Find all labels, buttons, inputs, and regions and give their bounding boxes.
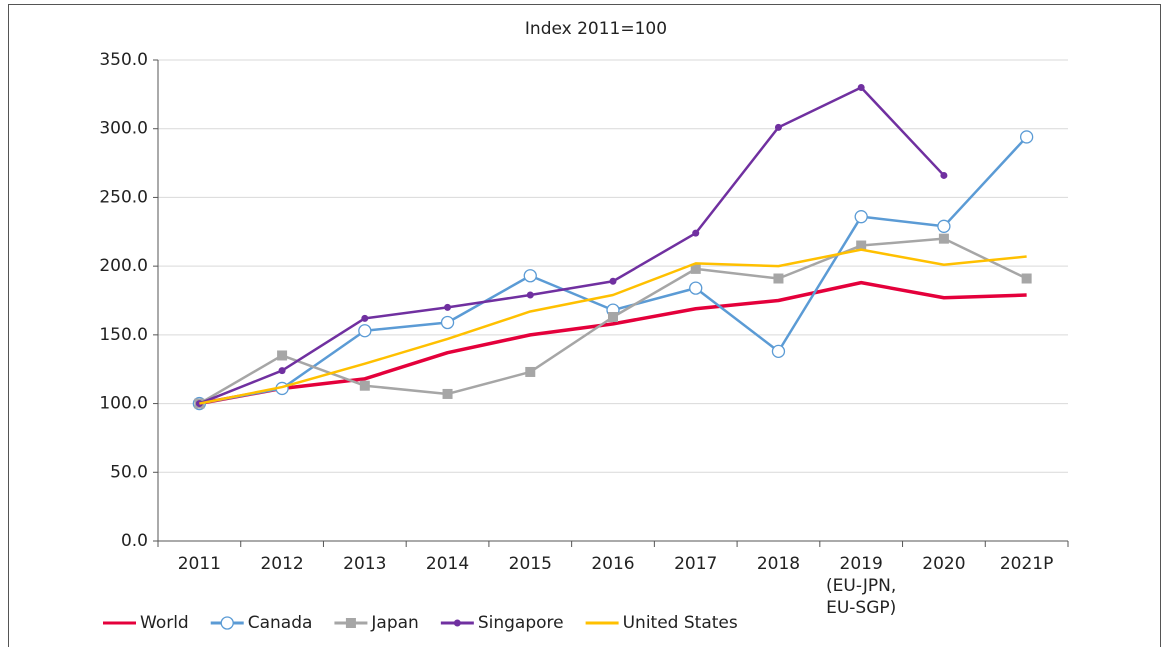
chart-title: Index 2011=100	[525, 19, 667, 39]
x-tick-label: 2012	[260, 554, 304, 574]
y-tick-label: 100.0	[99, 394, 148, 414]
y-tick-label: 150.0	[99, 325, 148, 345]
data-point	[773, 273, 784, 284]
y-tick-label: 250.0	[99, 187, 148, 207]
data-point	[523, 269, 537, 283]
legend-marker	[453, 619, 461, 627]
series-line	[199, 280, 1027, 406]
data-point	[692, 229, 700, 237]
series-line	[199, 248, 1027, 405]
x-tick-label: 2013	[343, 554, 387, 574]
data-point	[609, 277, 617, 285]
data-point	[608, 311, 618, 322]
data-point	[440, 315, 455, 330]
legend-marker	[220, 616, 234, 630]
x-tick-label: 2017	[674, 554, 718, 574]
legend-label: Singapore	[478, 613, 564, 633]
series-line	[199, 136, 1028, 405]
x-tick-label: 2021P	[999, 554, 1054, 574]
series-line	[198, 86, 945, 405]
y-tick-label: 300.0	[99, 119, 148, 139]
legend-marker	[345, 618, 356, 628]
x-tick-label: 2015	[508, 554, 552, 574]
data-point	[1019, 130, 1034, 144]
data-point	[278, 367, 286, 375]
x-tick-label: 2019 (EU-JPN, EU-SGP)	[826, 554, 897, 618]
x-tick-label: 2014	[425, 554, 470, 574]
data-point	[774, 123, 782, 131]
data-point	[938, 233, 949, 244]
data-point	[525, 366, 536, 377]
data-point	[940, 171, 948, 179]
data-point	[689, 281, 703, 295]
x-tick-label: 2011	[177, 554, 221, 574]
data-point	[856, 240, 867, 251]
y-tick-label: 50.0	[110, 462, 148, 482]
frame	[8, 4, 1161, 647]
data-point	[526, 291, 534, 299]
y-tick-label: 350.0	[99, 50, 148, 70]
y-tick-label: 200.0	[99, 256, 148, 276]
x-tick-label: 2018	[756, 554, 801, 574]
data-point	[1021, 273, 1032, 284]
legend-label: Canada	[248, 613, 313, 633]
data-point	[359, 380, 370, 391]
x-tick-label: 2016	[591, 554, 635, 574]
legend-label: Japan	[370, 613, 418, 633]
y-tick-label: 0.0	[121, 531, 148, 551]
legend-label: World	[140, 613, 189, 633]
data-point	[937, 219, 951, 233]
data-point	[854, 210, 868, 224]
data-point	[442, 388, 453, 399]
data-point	[857, 83, 865, 91]
legend-label: United States	[623, 613, 738, 633]
data-point	[444, 303, 452, 311]
data-point	[358, 324, 372, 338]
x-tick-label: 2020	[922, 554, 966, 574]
data-point	[771, 344, 786, 358]
data-point	[277, 350, 288, 361]
data-point	[361, 314, 369, 322]
data-point	[690, 263, 701, 274]
